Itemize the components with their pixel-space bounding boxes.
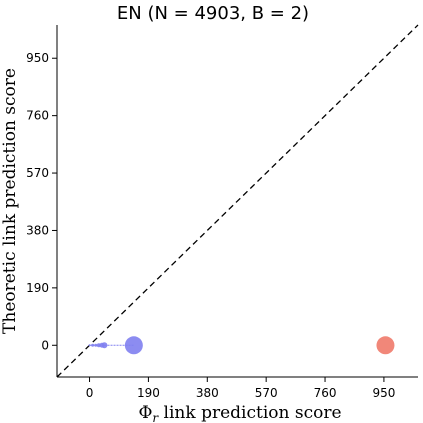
y-tick-label: 190 — [26, 281, 49, 295]
x-axis-label-text: link prediction score — [158, 403, 341, 423]
x-tick-label: 950 — [372, 386, 395, 400]
x-tick-label: 570 — [255, 386, 278, 400]
plot-area: 0 190 380 570 760 950 0 190 380 570 760 950 — [26, 24, 419, 400]
data-point — [91, 343, 95, 347]
y-ticks: 0 190 380 570 760 950 — [26, 51, 57, 352]
data-point — [88, 344, 91, 347]
y-tick-label: 0 — [41, 338, 49, 352]
data-point — [96, 343, 101, 348]
data-points — [88, 336, 395, 355]
y-tick-label: 760 — [26, 109, 49, 123]
x-tick-label: 380 — [196, 386, 219, 400]
data-point — [94, 343, 98, 347]
y-tick-label: 570 — [26, 166, 49, 180]
data-point — [124, 336, 143, 355]
y-tick-label: 380 — [26, 223, 49, 237]
y-tick-label: 950 — [26, 51, 49, 65]
data-point — [99, 342, 105, 348]
x-axis-label-subscript: r — [152, 411, 159, 423]
y-axis-label: Theoretic link prediction score — [0, 68, 20, 334]
x-tick-label: 190 — [137, 386, 160, 400]
x-ticks: 0 190 380 570 760 950 — [86, 377, 395, 400]
x-tick-label: 0 — [86, 386, 94, 400]
data-point — [376, 336, 395, 355]
x-tick-label: 760 — [314, 386, 337, 400]
x-axis-label: Φr link prediction score — [138, 403, 341, 423]
chart-title: EN (N = 4903, B = 2) — [117, 3, 309, 24]
x-axis-label-symbol: Φ — [138, 403, 152, 423]
reference-diagonal — [56, 24, 419, 378]
